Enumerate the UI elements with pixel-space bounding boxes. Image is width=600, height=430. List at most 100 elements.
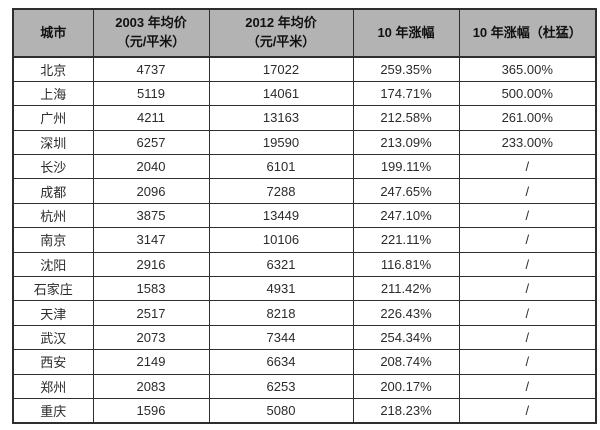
header-2003-price: 2003 年均价 （元/平米） xyxy=(92,8,210,58)
table-row: 长沙 2040 6101 199.11% / xyxy=(12,154,597,180)
city-cell: 沈阳 xyxy=(12,251,94,278)
growth-dumeng-cell: / xyxy=(458,154,597,180)
growth-cell: 211.42% xyxy=(352,276,460,302)
header-growth-label: 10 年涨幅 xyxy=(377,24,435,40)
city-cell: 上海 xyxy=(12,80,94,107)
price-2012-cell: 4931 xyxy=(208,276,354,302)
growth-cell: 116.81% xyxy=(352,251,460,278)
growth-cell: 247.10% xyxy=(352,202,460,229)
table-row: 杭州 3875 13449 247.10% / xyxy=(12,202,597,229)
price-2012-cell: 13163 xyxy=(208,105,354,131)
price-2003-cell: 2040 xyxy=(92,154,210,180)
city-cell: 重庆 xyxy=(12,397,94,424)
table-row: 北京 4737 17022 259.35% 365.00% xyxy=(12,56,597,82)
table-row: 深圳 6257 19590 213.09% 233.00% xyxy=(12,129,597,156)
city-cell: 石家庄 xyxy=(12,276,94,302)
growth-dumeng-cell: / xyxy=(458,178,597,204)
header-city-label: 城市 xyxy=(40,24,67,40)
table-row: 郑州 2083 6253 200.17% / xyxy=(12,373,597,399)
growth-cell: 221.11% xyxy=(352,227,460,253)
city-price-table: 城市 2003 年均价 （元/平米） 2012 年均价 （元/平米） 10 年涨… xyxy=(12,8,597,424)
growth-dumeng-cell: / xyxy=(458,324,597,351)
header-10yr-growth-dumeng: 10 年涨幅（杜猛） xyxy=(458,8,597,58)
growth-dumeng-cell: / xyxy=(458,349,597,375)
price-2003-cell: 1583 xyxy=(92,276,210,302)
city-cell: 深圳 xyxy=(12,129,94,156)
table-row: 广州 4211 13163 212.58% 261.00% xyxy=(12,105,597,131)
price-2012-cell: 19590 xyxy=(208,129,354,156)
price-2003-cell: 5119 xyxy=(92,80,210,107)
header-row: 城市 2003 年均价 （元/平米） 2012 年均价 （元/平米） 10 年涨… xyxy=(12,8,597,58)
growth-dumeng-cell: / xyxy=(458,300,597,326)
city-cell: 广州 xyxy=(12,105,94,131)
header-city: 城市 xyxy=(12,8,94,58)
growth-cell: 200.17% xyxy=(352,373,460,399)
growth-dumeng-cell: 261.00% xyxy=(458,105,597,131)
price-2012-cell: 7288 xyxy=(208,178,354,204)
price-2003-cell: 2149 xyxy=(92,349,210,375)
table-row: 成都 2096 7288 247.65% / xyxy=(12,178,597,204)
price-2012-cell: 10106 xyxy=(208,227,354,253)
city-cell: 杭州 xyxy=(12,202,94,229)
header-10yr-growth: 10 年涨幅 xyxy=(352,8,460,58)
price-2012-cell: 6253 xyxy=(208,373,354,399)
table-row: 天津 2517 8218 226.43% / xyxy=(12,300,597,326)
price-2012-cell: 6634 xyxy=(208,349,354,375)
price-2003-cell: 3147 xyxy=(92,227,210,253)
growth-cell: 254.34% xyxy=(352,324,460,351)
price-2003-cell: 6257 xyxy=(92,129,210,156)
growth-cell: 226.43% xyxy=(352,300,460,326)
city-cell: 天津 xyxy=(12,300,94,326)
price-2003-cell: 4737 xyxy=(92,56,210,82)
price-2012-cell: 6321 xyxy=(208,251,354,278)
table-row: 南京 3147 10106 221.11% / xyxy=(12,227,597,253)
header-2003-line1: 2003 年均价 xyxy=(115,15,187,31)
growth-cell: 208.74% xyxy=(352,349,460,375)
growth-dumeng-cell: 365.00% xyxy=(458,56,597,82)
table-row: 石家庄 1583 4931 211.42% / xyxy=(12,276,597,302)
header-2012-price: 2012 年均价 （元/平米） xyxy=(208,8,354,58)
city-cell: 北京 xyxy=(12,56,94,82)
growth-cell: 212.58% xyxy=(352,105,460,131)
price-2003-cell: 1596 xyxy=(92,397,210,424)
table-body: 北京 4737 17022 259.35% 365.00% 上海 5119 14061 174.… xyxy=(12,56,597,424)
city-cell: 西安 xyxy=(12,349,94,375)
price-2012-cell: 6101 xyxy=(208,154,354,180)
price-2012-cell: 17022 xyxy=(208,56,354,82)
price-2003-cell: 2083 xyxy=(92,373,210,399)
table-row: 沈阳 2916 6321 116.81% / xyxy=(12,251,597,278)
city-cell: 南京 xyxy=(12,227,94,253)
city-cell: 郑州 xyxy=(12,373,94,399)
city-cell: 成都 xyxy=(12,178,94,204)
growth-cell: 218.23% xyxy=(352,397,460,424)
city-cell: 长沙 xyxy=(12,154,94,180)
price-2003-cell: 4211 xyxy=(92,105,210,131)
price-2003-cell: 2517 xyxy=(92,300,210,326)
growth-cell: 259.35% xyxy=(352,56,460,82)
growth-dumeng-cell: 233.00% xyxy=(458,129,597,156)
growth-cell: 213.09% xyxy=(352,129,460,156)
growth-dumeng-cell: / xyxy=(458,276,597,302)
price-2003-cell: 3875 xyxy=(92,202,210,229)
price-2012-cell: 13449 xyxy=(208,202,354,229)
growth-dumeng-cell: / xyxy=(458,397,597,424)
growth-dumeng-cell: / xyxy=(458,373,597,399)
price-2012-cell: 8218 xyxy=(208,300,354,326)
growth-dumeng-cell: 500.00% xyxy=(458,80,597,107)
price-2012-cell: 7344 xyxy=(208,324,354,351)
growth-dumeng-cell: / xyxy=(458,202,597,229)
header-growth-dumeng-label: 10 年涨幅（杜猛） xyxy=(472,24,582,40)
price-2003-cell: 2073 xyxy=(92,324,210,351)
growth-dumeng-cell: / xyxy=(458,251,597,278)
header-2003-line2: （元/平米） xyxy=(116,34,186,49)
growth-cell: 247.65% xyxy=(352,178,460,204)
table-row: 西安 2149 6634 208.74% / xyxy=(12,349,597,375)
growth-cell: 199.11% xyxy=(352,154,460,180)
price-2003-cell: 2916 xyxy=(92,251,210,278)
header-2012-line2: （元/平米） xyxy=(246,34,316,49)
price-2012-cell: 5080 xyxy=(208,397,354,424)
table-row: 重庆 1596 5080 218.23% / xyxy=(12,397,597,424)
price-2003-cell: 2096 xyxy=(92,178,210,204)
price-2012-cell: 14061 xyxy=(208,80,354,107)
